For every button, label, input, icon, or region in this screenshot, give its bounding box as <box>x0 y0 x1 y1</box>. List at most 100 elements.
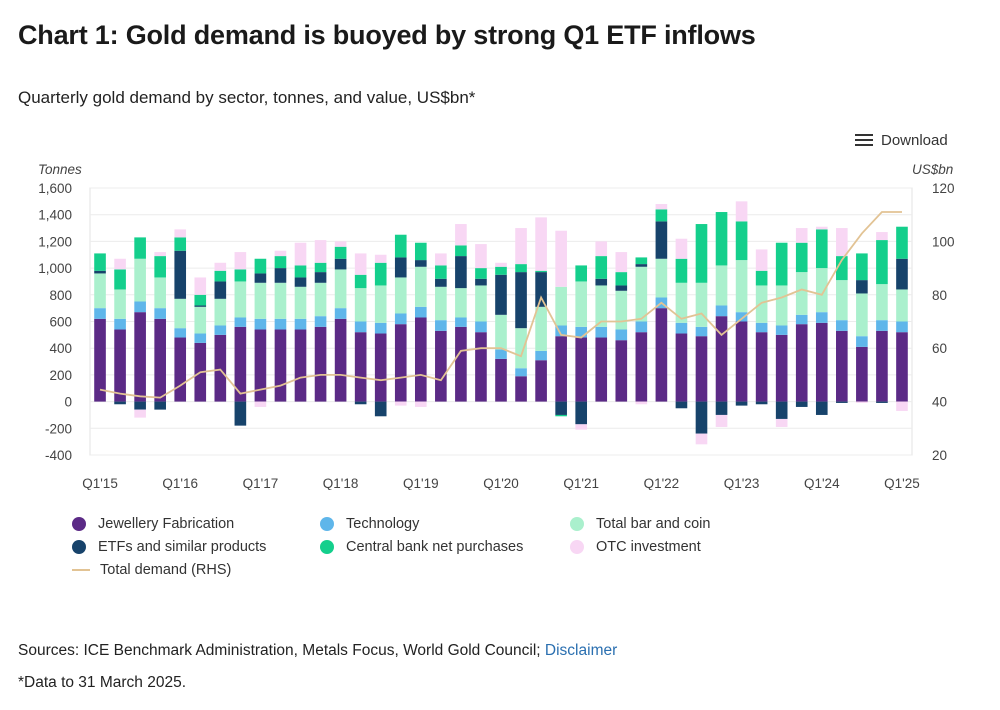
bar-segment <box>836 331 848 402</box>
bar-segment <box>716 402 728 415</box>
bar-segment <box>194 277 206 294</box>
bar-segment <box>656 259 668 298</box>
bar-segment <box>94 271 106 274</box>
bar-segment <box>696 327 708 336</box>
bar-segment <box>515 376 527 401</box>
y-axis-title: Tonnes <box>38 162 82 177</box>
bar-segment <box>756 402 768 405</box>
bar-segment <box>776 335 788 402</box>
bar-segment <box>716 415 728 427</box>
bar-segment <box>696 283 708 327</box>
legend-label: OTC investment <box>596 539 701 555</box>
y-tick-label: 1,600 <box>38 181 72 196</box>
y2-tick-label: 60 <box>932 341 947 356</box>
bar-segment <box>255 283 267 319</box>
bar-segment <box>615 340 627 401</box>
bar-segment <box>595 279 607 286</box>
bar-segment <box>595 241 607 256</box>
bar-segment <box>235 317 247 326</box>
bar-segment <box>154 277 166 308</box>
bar-segment <box>295 277 307 286</box>
bar-segment <box>836 320 848 331</box>
bar-segment <box>615 272 627 285</box>
bar-segment <box>816 312 828 323</box>
disclaimer-link[interactable]: Disclaimer <box>545 642 617 659</box>
bar-segment <box>475 279 487 286</box>
bar-segment <box>696 336 708 401</box>
bar-segment <box>656 308 668 401</box>
bar-segment <box>776 326 788 335</box>
bar-segment <box>716 305 728 316</box>
bar-segment <box>154 256 166 277</box>
bar-segment <box>876 284 888 320</box>
bar-segment <box>415 260 427 267</box>
bar-segment <box>816 268 828 312</box>
bar-segment <box>816 229 828 268</box>
bar-segment <box>656 221 668 258</box>
bar-segment <box>455 245 467 256</box>
bar-segment <box>535 272 547 307</box>
bar-segment <box>435 279 447 287</box>
bar-segment <box>575 265 587 281</box>
bar-segment <box>295 287 307 319</box>
bar-segment <box>395 324 407 401</box>
bar-segment <box>174 237 186 250</box>
bar-segment <box>255 273 267 282</box>
bar-segment <box>796 402 808 407</box>
bar-segment <box>94 273 106 308</box>
bar-segment <box>876 320 888 331</box>
bar-segment <box>876 402 888 403</box>
download-button[interactable]: Download <box>855 131 948 149</box>
bar-segment <box>535 307 547 351</box>
x-tick-label: Q1'18 <box>323 476 359 490</box>
bar-segment <box>696 224 708 283</box>
bar-segment <box>355 253 367 274</box>
bar-segment <box>636 402 648 405</box>
bar-segment <box>615 291 627 330</box>
bar-segment <box>174 338 186 402</box>
bar-segment <box>535 217 547 270</box>
bar-segment <box>435 287 447 320</box>
bar-segment <box>636 267 648 322</box>
y2-axis-title: US$bn <box>912 162 953 177</box>
bar-segment <box>736 221 748 260</box>
bar-segment <box>134 237 146 258</box>
bar-segment <box>756 271 768 286</box>
legend-line-marker <box>72 569 90 571</box>
bar-segment <box>495 359 507 402</box>
bar-segment <box>255 259 267 274</box>
y-tick-label: 1,400 <box>38 208 72 223</box>
bar-segment <box>134 410 146 418</box>
bar-segment <box>235 281 247 317</box>
bar-segment <box>355 402 367 405</box>
bar-segment <box>636 264 648 267</box>
legend-label: Total bar and coin <box>596 516 710 532</box>
bar-segment <box>275 319 287 330</box>
gold-demand-chart: 1,600 1,400 1,200 1,000 800 600 400 200 0 -200 -40… <box>0 150 1000 490</box>
bar-segment <box>896 289 908 321</box>
bar-segment <box>154 252 166 256</box>
legend-label: Technology <box>346 516 419 532</box>
bar-segment <box>215 335 227 402</box>
bar-segment <box>495 350 507 359</box>
bar-segment <box>455 317 467 326</box>
bar-segment <box>355 288 367 321</box>
bar-segment <box>335 259 347 270</box>
bar-segment <box>736 402 748 406</box>
bar-segment <box>415 267 427 307</box>
bar-segment <box>575 338 587 402</box>
bar-segment <box>756 249 768 270</box>
bar-segment <box>315 263 327 272</box>
bar-segment <box>756 332 768 401</box>
bar-segment <box>415 402 427 407</box>
bar-segment <box>615 252 627 272</box>
bar-segment <box>315 240 327 263</box>
sources-note: Sources: ICE Benchmark Administration, M… <box>18 642 617 660</box>
bar-segment <box>395 257 407 277</box>
bar-segment <box>194 295 206 306</box>
y2-tick-label: 20 <box>932 448 947 463</box>
bar-segment <box>415 243 427 260</box>
bar-segment <box>235 252 247 269</box>
bar-segment <box>876 331 888 402</box>
y-tick-label: 800 <box>49 288 72 303</box>
